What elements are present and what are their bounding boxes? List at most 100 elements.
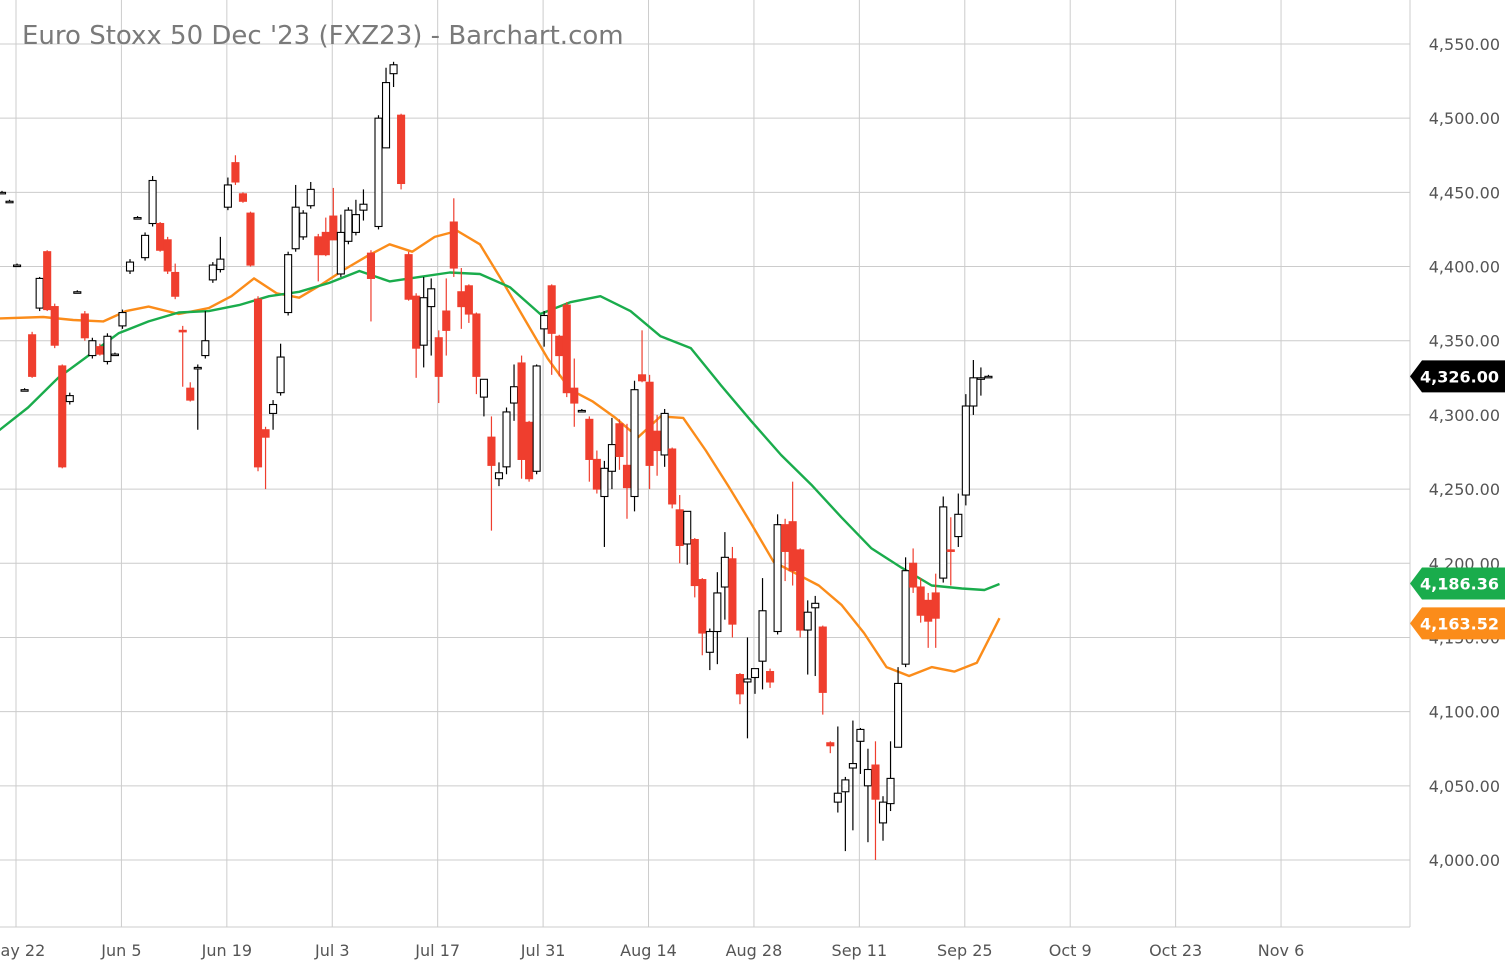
candle-body — [871, 764, 880, 800]
candle — [683, 510, 692, 565]
candle-body — [208, 264, 217, 281]
candle-body — [472, 313, 481, 377]
candle-body — [449, 221, 458, 269]
candle — [487, 416, 496, 531]
candle — [261, 426, 270, 490]
candle-body — [705, 630, 714, 653]
candle-body — [148, 179, 157, 225]
x-tick-label: Oct 9 — [1049, 941, 1092, 960]
candle-body — [43, 251, 52, 311]
candle-body — [246, 212, 255, 266]
candle-body — [668, 448, 677, 505]
candle-body — [555, 335, 564, 357]
candle — [223, 177, 232, 211]
candle — [720, 532, 729, 620]
candle — [698, 578, 707, 656]
candle-body — [728, 558, 737, 625]
candle-body — [65, 395, 74, 403]
green-ma-badge: 4,186.36 — [1410, 567, 1505, 600]
candle — [653, 414, 662, 476]
candle — [216, 236, 225, 273]
x-tick-label: Jul 3 — [314, 941, 350, 960]
candle — [931, 573, 940, 648]
y-tick-label: 4,400.00 — [1429, 258, 1500, 277]
candle-body — [13, 264, 22, 268]
candle-body — [509, 386, 519, 404]
candle — [13, 263, 22, 268]
last-price-badge-shape — [1410, 360, 1505, 393]
candle-body — [826, 742, 835, 747]
candle — [269, 400, 278, 430]
candle-body — [622, 464, 632, 489]
candle-body — [886, 777, 895, 805]
candle — [517, 355, 526, 479]
candle-body — [916, 586, 925, 616]
candle-body — [344, 209, 353, 242]
candle-body — [976, 377, 985, 380]
candle-body — [803, 611, 812, 631]
candle-body — [924, 599, 933, 622]
candle — [479, 378, 488, 417]
candle-body — [404, 254, 413, 300]
candle — [637, 330, 647, 383]
candle-body — [653, 430, 662, 452]
candle-body — [856, 728, 865, 742]
candle — [728, 546, 737, 638]
candle-body — [73, 291, 82, 294]
candle-body — [766, 671, 775, 683]
candle — [894, 667, 903, 748]
y-tick-label: 4,450.00 — [1429, 183, 1500, 202]
candle-body — [253, 298, 263, 468]
candle — [88, 337, 97, 359]
candle — [743, 637, 752, 739]
candle — [660, 408, 669, 467]
x-tick-label: Oct 23 — [1149, 941, 1202, 960]
x-tick-label: Sep 25 — [937, 941, 993, 960]
y-axis: 4,000.004,050.004,100.004,150.004,200.00… — [1429, 35, 1500, 870]
candle-body — [434, 337, 443, 377]
candle — [796, 548, 805, 638]
candle-body — [848, 763, 857, 769]
candle — [811, 595, 820, 677]
candle — [208, 262, 217, 283]
candle-body — [818, 626, 827, 693]
candle — [577, 408, 586, 413]
candle — [299, 210, 308, 240]
candle-body — [592, 458, 601, 490]
candle-body — [984, 375, 993, 379]
candle-body — [690, 538, 699, 587]
candle-body — [381, 82, 391, 149]
candle — [366, 250, 376, 322]
candle-body — [389, 64, 398, 75]
candle — [969, 360, 978, 415]
candle — [494, 462, 504, 487]
candle-body — [939, 506, 948, 579]
candle-body — [28, 334, 37, 377]
x-tick-label: Jun 19 — [201, 941, 252, 960]
x-tick-label: Jul 17 — [414, 941, 460, 960]
candle-body — [562, 304, 571, 394]
candle-body — [261, 429, 270, 438]
candle-body — [50, 306, 59, 346]
candle — [231, 155, 240, 185]
candle-body — [630, 389, 639, 498]
candle — [171, 263, 180, 300]
grid — [0, 0, 1411, 928]
candle — [675, 495, 684, 564]
candle — [472, 312, 481, 395]
candle — [547, 284, 556, 375]
candle-body — [645, 381, 654, 466]
candle — [110, 352, 119, 357]
candle-body — [336, 231, 345, 275]
candle — [984, 374, 993, 379]
candle-body — [5, 200, 14, 204]
value-badges: 4,326.00 4,186.36 4,163.52 — [1410, 360, 1505, 640]
candle — [954, 493, 963, 547]
candle — [502, 407, 511, 475]
candle-body — [58, 365, 67, 468]
candle — [186, 382, 195, 402]
candle-body — [946, 549, 955, 552]
candle-body — [954, 513, 963, 538]
candle-body — [321, 231, 330, 256]
